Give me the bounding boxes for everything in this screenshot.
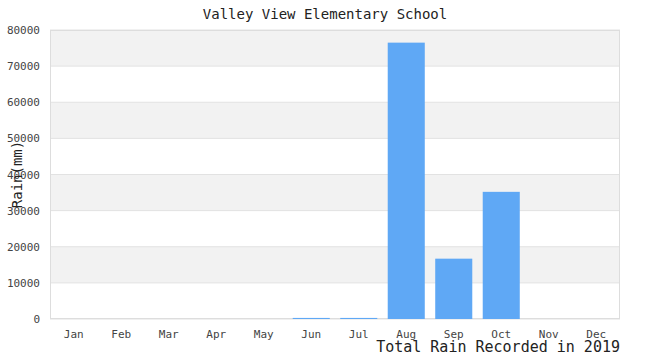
- x-axis-label: Total Rain Recorded in 2019: [376, 338, 620, 356]
- x-tick-label: Jul: [349, 328, 369, 341]
- plot-background: [50, 30, 620, 319]
- y-tick-label: 70000: [7, 60, 40, 73]
- bar: [55, 319, 92, 320]
- plot-frame: [51, 31, 620, 319]
- grid-line: [50, 102, 620, 103]
- chart-svg: 0100002000030000400005000060000700008000…: [0, 0, 650, 360]
- chart-container: 0100002000030000400005000060000700008000…: [0, 0, 650, 360]
- bar: [245, 319, 282, 320]
- y-tick-label: 10000: [7, 277, 40, 290]
- x-tick-label: May: [254, 328, 274, 341]
- x-tick-label: Feb: [111, 328, 131, 341]
- bars: [293, 43, 520, 319]
- grid-band: [50, 175, 620, 211]
- bar: [483, 192, 520, 319]
- grid-band: [50, 247, 620, 283]
- grid-band: [50, 30, 620, 66]
- grid-line: [50, 246, 620, 247]
- y-tick-label: 80000: [7, 24, 40, 37]
- bar: [150, 319, 187, 320]
- y-tick-label: 60000: [7, 96, 40, 109]
- grid-band: [50, 102, 620, 138]
- x-tick-label: Apr: [206, 328, 226, 341]
- bar: [198, 319, 235, 320]
- grid-line: [50, 138, 620, 139]
- bar: [530, 319, 567, 320]
- x-tick-label: Mar: [159, 328, 179, 341]
- bar: [340, 318, 377, 319]
- x-tick-label: Jan: [64, 328, 84, 341]
- y-axis-label: Rain(mm): [9, 141, 25, 208]
- bar: [293, 318, 330, 319]
- bar: [578, 319, 615, 320]
- grid-line: [50, 174, 620, 175]
- y-tick-label: 20000: [7, 241, 40, 254]
- y-tick-label: 0: [33, 313, 40, 326]
- bar: [388, 43, 425, 319]
- grid-line: [50, 66, 620, 67]
- x-tick-label: Jun: [301, 328, 321, 341]
- bar: [435, 259, 472, 319]
- grid-line: [50, 282, 620, 283]
- title: Valley View Elementary School: [203, 6, 447, 22]
- grid-line: [50, 210, 620, 211]
- bar: [103, 319, 140, 320]
